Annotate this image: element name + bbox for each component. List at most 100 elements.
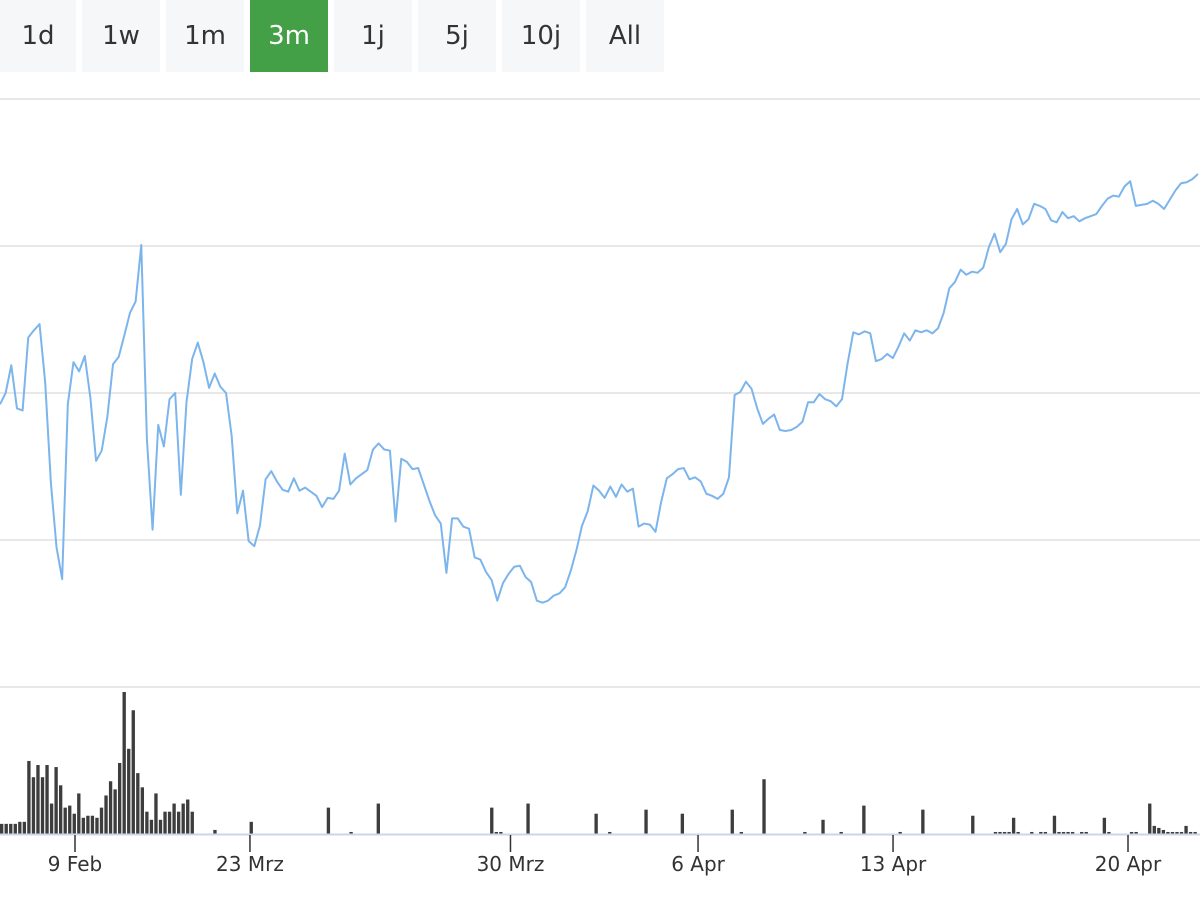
volume-bar — [1057, 831, 1061, 834]
volume-bar — [608, 831, 612, 834]
volume-bar — [971, 815, 975, 834]
volume-bar — [1166, 831, 1170, 834]
volume-bar — [172, 803, 176, 834]
volume-bar — [31, 777, 36, 834]
grid-lines — [0, 98, 1200, 688]
range-button-1w[interactable]: 1w — [82, 0, 160, 72]
volume-bar — [1152, 825, 1156, 834]
range-button-1d[interactable]: 1d — [0, 0, 76, 72]
volume-bar — [821, 819, 825, 834]
volume-bar — [40, 777, 45, 834]
volume-bar — [136, 773, 140, 834]
volume-bar — [1134, 831, 1138, 834]
volume-bar — [0, 823, 4, 834]
price-line — [0, 173, 1199, 604]
volume-bar — [45, 765, 49, 834]
x-tick-label: 9 Feb — [48, 852, 103, 876]
volume-bar — [127, 748, 131, 834]
volume-bar — [1179, 831, 1184, 834]
volume-bar — [27, 760, 31, 834]
range-button-5j[interactable]: 5j — [418, 0, 496, 72]
volume-bar — [1011, 817, 1016, 834]
volume-bar — [154, 793, 158, 834]
volume-bar — [1007, 831, 1011, 834]
volume-bar — [1066, 831, 1070, 834]
volume-bar — [140, 787, 145, 834]
x-tick-label: 20 Apr — [1095, 852, 1162, 876]
volume-bar — [1016, 831, 1020, 834]
volume-bar — [49, 803, 54, 834]
volume-bar — [36, 765, 40, 834]
volume-bar — [131, 710, 135, 834]
volume-bar — [249, 821, 253, 834]
volume-bar — [1052, 815, 1057, 834]
volume-bar — [77, 793, 81, 834]
volume-bar — [4, 823, 8, 834]
volume-bar — [762, 779, 766, 834]
volume-bar — [326, 807, 331, 834]
volume-bar — [117, 763, 122, 834]
volume-bar — [993, 831, 998, 834]
volume-bar — [1175, 831, 1179, 834]
volume-bar — [1039, 831, 1043, 834]
range-selector: 1d 1w 1m 3m 1j 5j 10j All — [0, 0, 670, 72]
volume-bar — [1002, 831, 1007, 834]
volume-bar — [167, 811, 172, 834]
volume-bar — [349, 831, 353, 834]
volume-bar — [803, 831, 807, 834]
volume-bar — [1070, 831, 1075, 834]
volume-bar — [113, 789, 117, 834]
volume-bar — [149, 819, 154, 834]
volume-bar — [730, 809, 734, 834]
volume-bar — [1161, 829, 1166, 834]
range-button-all[interactable]: All — [586, 0, 664, 72]
volume-bar — [898, 831, 902, 834]
volume-bar — [494, 831, 498, 834]
volume-bar — [680, 813, 685, 834]
volume-bar — [158, 819, 163, 834]
volume-bar — [1084, 831, 1088, 834]
volume-bar — [526, 803, 530, 834]
volume-bar — [499, 831, 503, 834]
volume-bar — [95, 817, 99, 834]
volume-bar — [1148, 803, 1152, 834]
volume-bar — [1157, 827, 1161, 834]
volume-bar — [190, 811, 194, 834]
volume-bar — [213, 829, 217, 834]
volume-bar — [921, 809, 925, 834]
volume-bar — [108, 781, 113, 834]
volume-bar — [9, 823, 13, 834]
x-axis: 9 Feb 23 Mrz 30 Mrz 6 Apr 13 Apr 20 Apr — [0, 833, 1200, 876]
x-tick-label: 13 Apr — [860, 852, 927, 876]
volume-bar — [1107, 831, 1111, 834]
volume-bar — [18, 821, 22, 834]
volume-bar — [490, 807, 494, 834]
volume-bar — [13, 823, 17, 834]
volume-bar — [54, 767, 58, 834]
volume-bar — [739, 831, 744, 834]
volume-bar — [1184, 825, 1188, 834]
range-button-10j[interactable]: 10j — [502, 0, 580, 72]
volume-bar — [68, 805, 72, 834]
volume-bar — [72, 813, 76, 834]
volume-bars — [0, 692, 1197, 834]
volume-bar — [1043, 831, 1048, 834]
volume-bar — [122, 692, 126, 834]
volume-bar — [1129, 831, 1134, 834]
volume-bar — [839, 831, 843, 834]
volume-bar — [145, 811, 149, 834]
x-tick-label: 6 Apr — [671, 852, 725, 876]
volume-bar — [376, 803, 380, 834]
range-button-1j[interactable]: 1j — [334, 0, 412, 72]
volume-bar — [181, 803, 185, 834]
price-line-series — [0, 173, 1199, 604]
volume-bar — [644, 809, 648, 834]
range-button-1m[interactable]: 1m — [166, 0, 244, 72]
volume-bar — [1102, 817, 1107, 834]
volume-bar — [90, 815, 95, 834]
volume-bar — [81, 817, 86, 834]
range-button-3m[interactable]: 3m — [250, 0, 328, 72]
volume-bar — [163, 811, 167, 834]
volume-bar — [22, 821, 27, 834]
